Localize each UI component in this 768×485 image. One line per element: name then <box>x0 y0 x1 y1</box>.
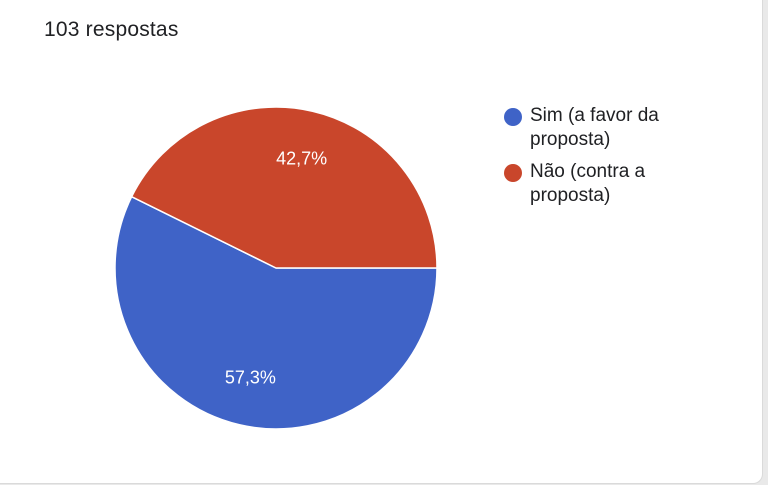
legend-label-sim: Sim (a favor da proposta) <box>530 105 659 150</box>
pie-slice-sim <box>114 195 438 430</box>
pie-label-sim: 57,3% <box>225 368 276 388</box>
legend-swatch-nao <box>504 164 522 182</box>
legend-label-nao: Não (contra a proposta) <box>530 161 646 206</box>
pie-label-nao: 42,7% <box>276 148 327 168</box>
response-count: 103 respostas <box>44 18 179 41</box>
legend-swatch-sim <box>504 108 522 126</box>
chart-legend: Sim (a favor da proposta) Não (contra a … <box>504 104 704 216</box>
legend-item-sim: Sim (a favor da proposta) <box>504 104 704 152</box>
pie-slice-nao <box>130 106 438 269</box>
legend-item-nao: Não (contra a proposta) <box>504 160 704 208</box>
